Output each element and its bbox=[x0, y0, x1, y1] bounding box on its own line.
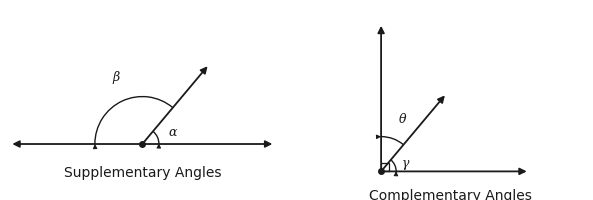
Text: γ: γ bbox=[402, 156, 410, 169]
Text: Supplementary Angles: Supplementary Angles bbox=[63, 166, 221, 179]
Text: β: β bbox=[113, 71, 120, 84]
Text: Complementary Angles: Complementary Angles bbox=[369, 188, 532, 200]
Text: α: α bbox=[168, 126, 177, 139]
Text: θ: θ bbox=[399, 113, 407, 126]
